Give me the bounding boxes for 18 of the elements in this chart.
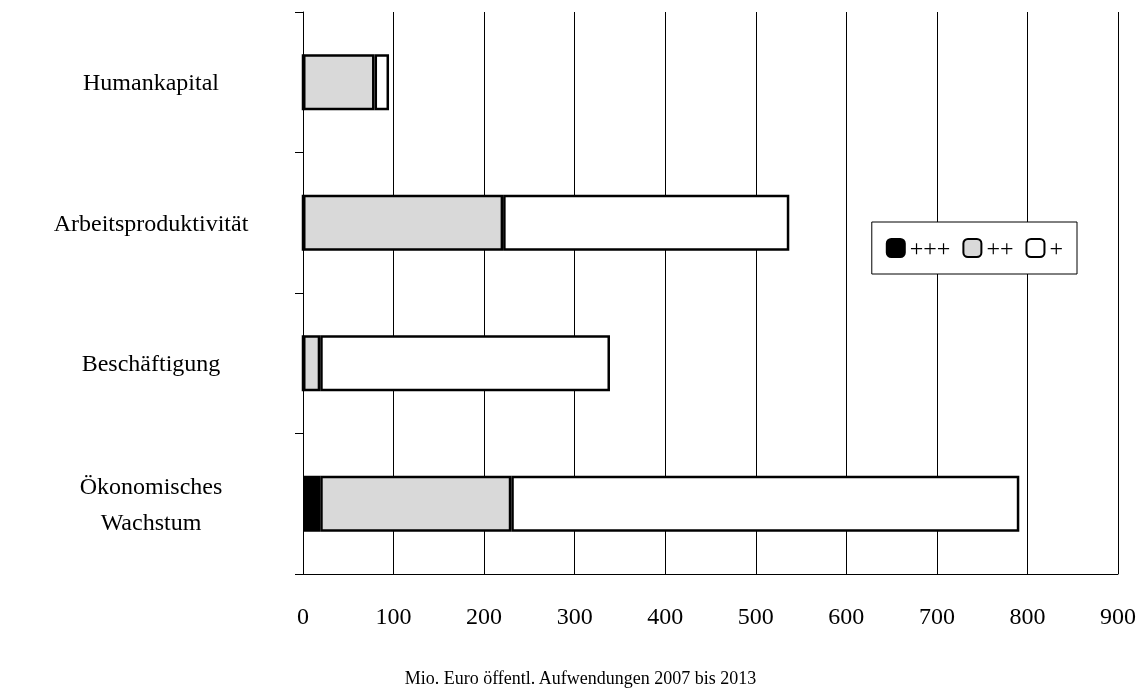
x-tick-label: 100: [375, 603, 412, 629]
x-tick-label: 800: [1009, 603, 1046, 629]
x-tick-label: 900: [1100, 603, 1136, 629]
x-tick-label: 200: [466, 603, 503, 629]
y-tick-label: Beschäftigung: [81, 350, 221, 377]
legend-label: ++: [986, 235, 1014, 261]
legend-label: +: [1049, 235, 1064, 261]
y-tick-label: Ökonomisches Wachstum: [79, 472, 223, 535]
x-tick-label: 600: [828, 603, 865, 629]
legend-label: +++: [909, 235, 951, 261]
y-tick-label: Humankapital: [83, 69, 220, 96]
y-tick-label: Arbeitsproduktivität: [53, 209, 249, 236]
x-tick-label: 0: [297, 603, 309, 629]
x-tick-label: 300: [556, 603, 593, 629]
x-axis-title: Mio. Euro öffentl. Aufwendungen 2007 bis 2013: [404, 668, 757, 688]
x-tick-label: 400: [647, 603, 684, 629]
x-tick-label: 500: [737, 603, 774, 629]
x-tick-label: 700: [918, 603, 955, 629]
